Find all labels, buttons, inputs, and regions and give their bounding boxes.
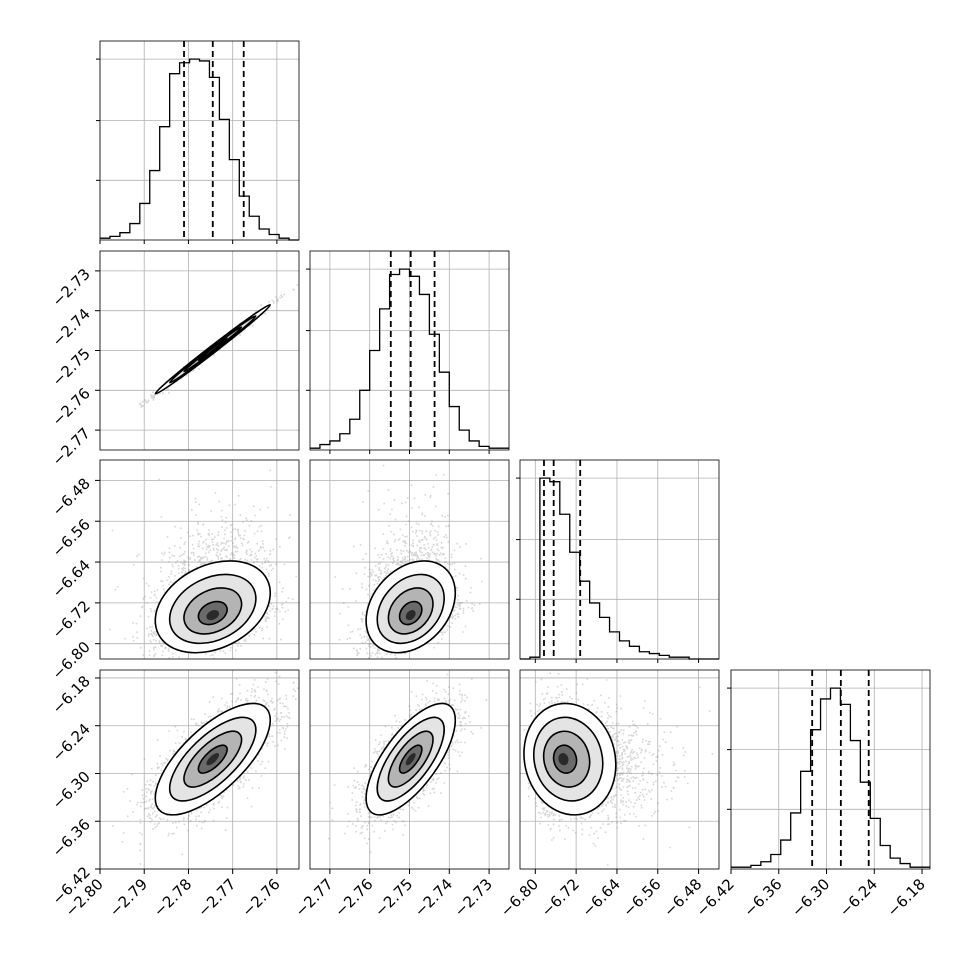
- x-tick-label: −2.73: [451, 875, 496, 920]
- y-tick-label: −2.77: [49, 424, 94, 469]
- density-layer: [328, 673, 488, 854]
- histogram-step-line: [100, 58, 299, 241]
- x-tick-label: −6.64: [579, 875, 624, 920]
- y-tick-label: −2.73: [49, 265, 94, 310]
- histogram-panel-3: [727, 669, 931, 870]
- density-contour: [206, 610, 220, 621]
- axes-frame: [99, 40, 300, 241]
- x-tick-label: −2.79: [106, 875, 151, 920]
- y-tick-label: −6.80: [49, 638, 94, 683]
- histogram-panel-2: [516, 459, 720, 660]
- histogram-panel-0: [96, 40, 300, 241]
- density-contour: [558, 753, 569, 766]
- histogram-step-line: [520, 477, 719, 660]
- y-tick-label: −6.30: [49, 768, 94, 813]
- histogram-panel-1: [306, 250, 510, 451]
- x-tick-label: −6.72: [538, 875, 583, 920]
- y-tick-label: −6.24: [49, 720, 94, 765]
- x-tick-label: −2.76: [331, 875, 376, 920]
- axes-frame: [519, 459, 720, 660]
- histogram-step-line: [731, 687, 930, 868]
- density-panel-3-1: [309, 669, 510, 870]
- density-panel-2-0: [99, 459, 300, 660]
- density-contour: [405, 753, 416, 766]
- axes-frame: [99, 459, 300, 660]
- density-contour: [206, 344, 220, 355]
- y-tick-label: −6.36: [49, 815, 94, 860]
- density-contour: [206, 753, 220, 766]
- x-tick-label: −2.77: [291, 875, 336, 920]
- density-layer: [109, 469, 297, 659]
- x-tick-label: −2.78: [150, 875, 195, 920]
- density-layer: [112, 671, 299, 865]
- density-layer: [334, 464, 483, 659]
- x-tick-label: −6.80: [497, 875, 542, 920]
- axes-frame: [519, 669, 720, 870]
- axes-frame: [309, 459, 510, 660]
- y-tick-label: −6.48: [49, 475, 94, 520]
- density-layer: [523, 672, 714, 866]
- x-tick-label: −2.75: [371, 875, 416, 920]
- density-contour: [405, 610, 416, 621]
- density-panel-1-0: [99, 250, 300, 451]
- x-tick-label: −6.36: [740, 875, 785, 920]
- density-panel-2-1: [309, 459, 510, 660]
- y-tick-label: −6.18: [49, 672, 94, 717]
- x-tick-label: −6.56: [619, 875, 664, 920]
- x-tick-label: −6.30: [788, 875, 833, 920]
- x-tick-label: −6.24: [836, 875, 881, 920]
- y-tick-label: −2.74: [49, 305, 94, 350]
- y-tick-label: −6.56: [49, 515, 94, 560]
- axes-frame: [99, 669, 300, 870]
- histogram-step-line: [310, 268, 509, 449]
- density-panel-3-2: [519, 669, 720, 870]
- y-tick-label: −2.76: [49, 384, 94, 429]
- y-tick-label: −6.64: [49, 556, 94, 601]
- x-tick-label: −2.77: [194, 875, 239, 920]
- y-tick-label: −6.72: [49, 597, 94, 642]
- density-layer: [138, 282, 299, 408]
- x-tick-label: −2.74: [411, 875, 456, 920]
- x-tick-label: −2.76: [238, 875, 283, 920]
- density-panel-3-0: [99, 669, 300, 870]
- y-tick-label: −2.75: [49, 345, 94, 390]
- axes-frame: [730, 669, 931, 870]
- x-tick-label: −6.18: [884, 875, 929, 920]
